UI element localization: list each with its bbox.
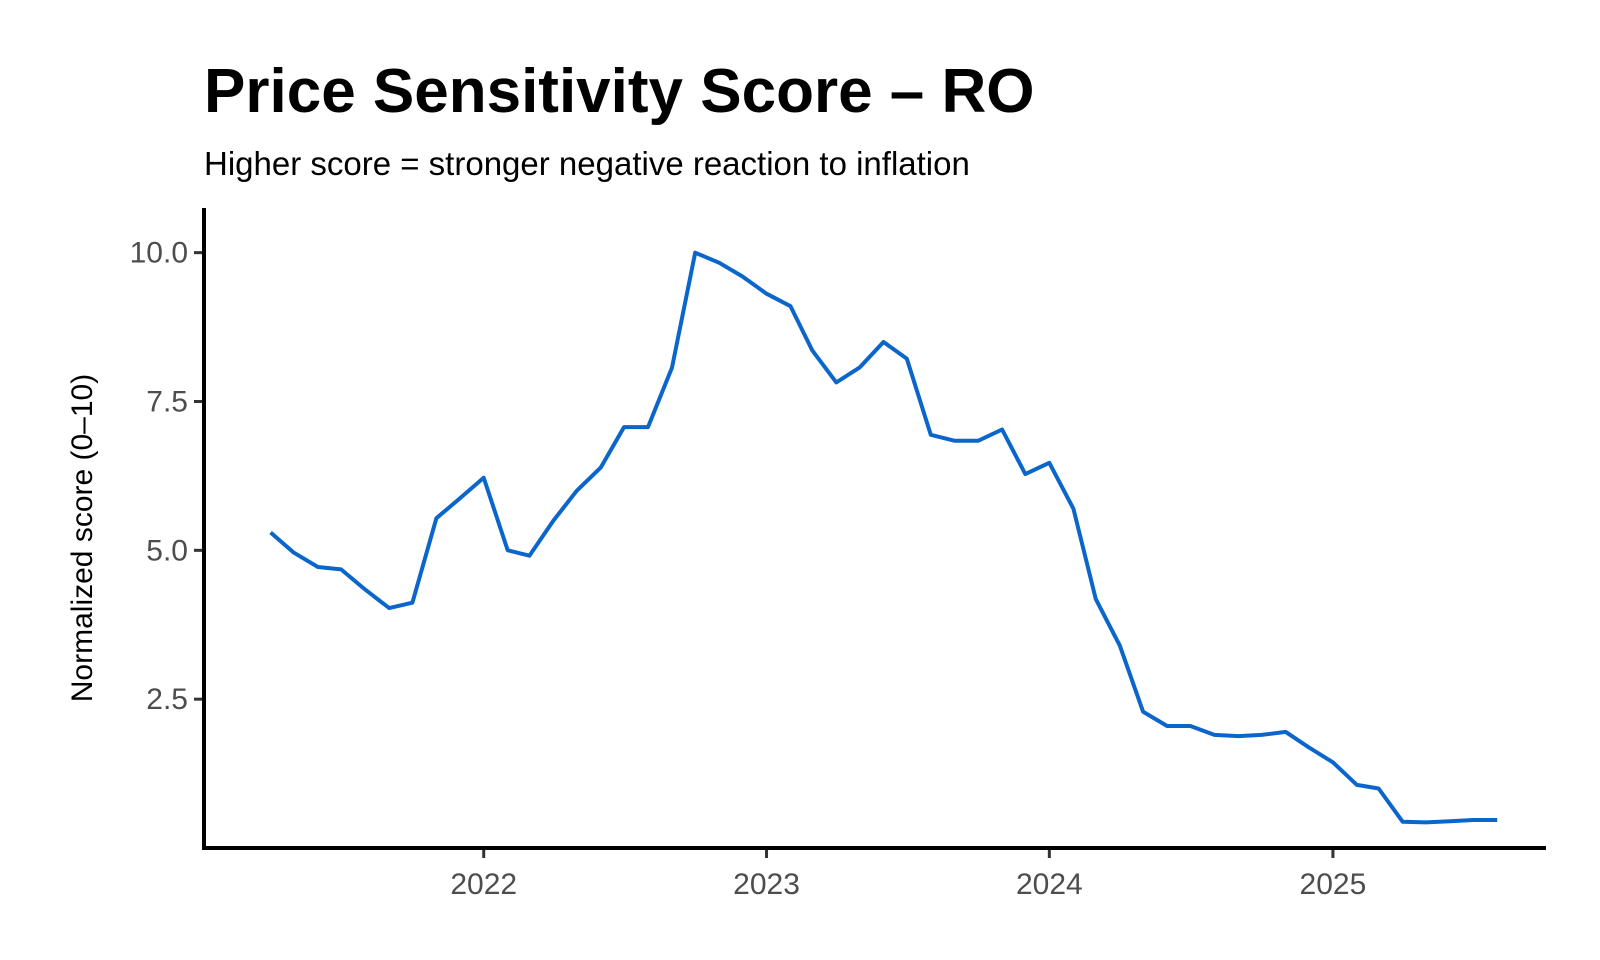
x-tick-label: 2022 [450,868,517,901]
chart-subtitle: Higher score = stronger negative reactio… [204,145,970,182]
x-axis-ticks: 2022 2023 2024 2025 [450,848,1366,901]
y-tick-label: 5.0 [146,534,188,567]
chart-title: Price Sensitivity Score – RO [204,57,1035,126]
x-tick-label: 2025 [1300,868,1367,901]
x-tick-label: 2023 [733,868,800,901]
y-tick-label: 2.5 [146,683,188,716]
x-tick-label: 2024 [1016,868,1083,901]
series-line [269,250,1498,825]
y-tick-label: 7.5 [146,385,188,418]
y-axis-ticks: 2.5 5.0 7.5 10.0 [130,237,204,716]
y-tick-label: 10.0 [130,237,188,270]
series-layer [269,250,1498,825]
y-axis-title: Normalized score (0–10) [66,374,99,702]
